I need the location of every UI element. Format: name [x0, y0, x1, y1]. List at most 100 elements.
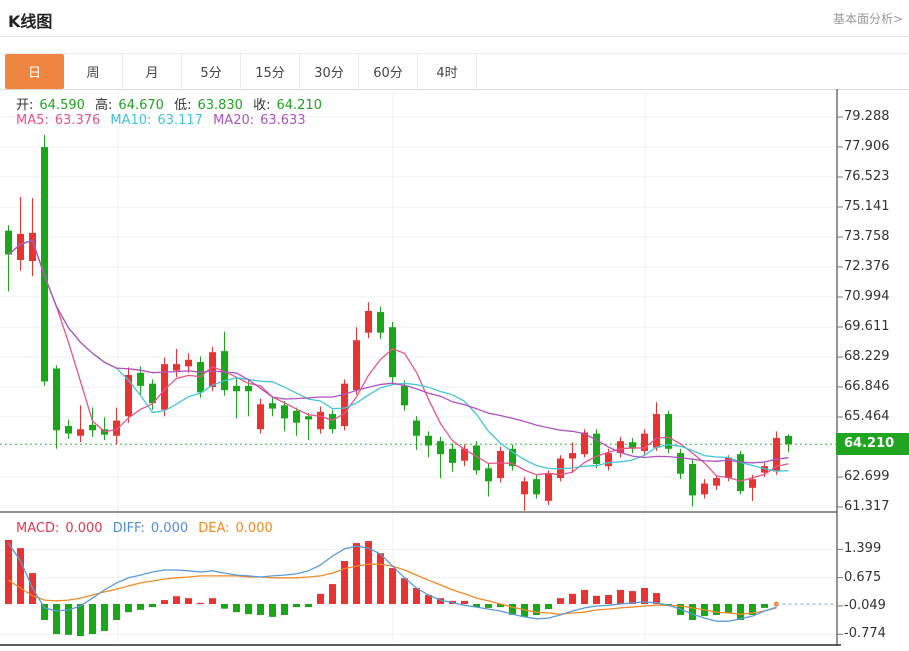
tab-month[interactable]: 月	[123, 54, 182, 89]
candle	[317, 411, 324, 430]
macd-bar	[305, 604, 312, 608]
macd-bar	[65, 604, 72, 635]
macd-bar	[605, 595, 612, 604]
macd-tick-label: 0.675	[844, 569, 882, 585]
candle	[65, 425, 72, 434]
macd-bar	[365, 541, 372, 604]
tab-30min[interactable]: 30分	[300, 54, 359, 89]
macd-bar	[377, 553, 384, 604]
macd-bar	[269, 604, 276, 617]
macd-bar	[173, 596, 180, 604]
macd-bar	[437, 598, 444, 604]
tab-4hour[interactable]: 4时	[418, 54, 477, 89]
dea-label: DEA:	[198, 521, 230, 536]
macd-bar	[353, 543, 360, 604]
macd-bar	[245, 604, 252, 615]
macd-bar	[329, 584, 336, 604]
candle	[257, 404, 264, 430]
candle	[509, 448, 516, 467]
macd-bar	[713, 604, 720, 615]
macd-bar	[161, 600, 168, 604]
macd-bar	[725, 604, 732, 613]
macd-bar	[497, 604, 504, 608]
candle	[617, 441, 624, 454]
low-value: 63.830	[197, 98, 243, 113]
macd-bar	[593, 595, 600, 604]
tab-15min[interactable]: 15分	[241, 54, 300, 89]
candle	[497, 450, 504, 479]
ma20-line	[8, 239, 789, 464]
macd-bar	[89, 604, 96, 635]
macd-bar	[461, 600, 468, 604]
price-tick-label: 68.229	[844, 348, 890, 364]
ma20-label: MA20:	[213, 113, 255, 128]
macd-bar	[641, 587, 648, 604]
macd-bar	[149, 604, 156, 608]
tab-5min[interactable]: 5分	[182, 54, 241, 89]
open-value: 64.590	[39, 98, 85, 113]
candle	[761, 466, 768, 473]
macd-bar	[185, 598, 192, 604]
macd-bar	[77, 604, 84, 637]
fundamental-analysis-link[interactable]: 基本面分析>	[832, 12, 903, 26]
macd-bar	[125, 604, 132, 613]
candle	[629, 442, 636, 449]
candle	[461, 448, 468, 461]
candle	[485, 468, 492, 482]
macd-bar	[233, 604, 240, 613]
candle	[521, 481, 528, 495]
candle	[473, 445, 480, 471]
candle	[161, 364, 168, 410]
ma-legend: MA5: 63.376 MA10: 63.117 MA20: 63.633	[16, 113, 312, 128]
macd-bar	[425, 595, 432, 604]
candle	[701, 483, 708, 495]
diff-label: DIFF:	[112, 521, 145, 536]
candle	[77, 429, 84, 436]
candle	[137, 372, 144, 386]
macd-label: MACD:	[16, 521, 60, 536]
macd-bar	[689, 604, 696, 621]
candle	[713, 478, 720, 486]
candle	[401, 385, 408, 406]
price-tick-label: 65.464	[844, 408, 890, 424]
candle	[173, 364, 180, 371]
candle	[641, 433, 648, 451]
price-tick-label: 79.288	[844, 109, 890, 124]
candle	[773, 437, 780, 472]
candle	[353, 340, 360, 391]
macd-bar	[569, 593, 576, 604]
period-tabbar: 日 周 月 5分 15分 30分 60分 4时	[0, 53, 909, 90]
tab-week[interactable]: 周	[64, 54, 123, 89]
macd-bar	[413, 587, 420, 604]
macd-bar	[341, 561, 348, 604]
macd-bar	[209, 598, 216, 604]
macd-tick-label: -0.774	[844, 626, 886, 642]
candle	[329, 414, 336, 430]
macd-value: 0.000	[65, 521, 103, 536]
candle	[305, 416, 312, 420]
macd-bar	[113, 604, 120, 621]
candle	[281, 405, 288, 419]
tab-60min[interactable]: 60分	[359, 54, 418, 89]
macd-bar	[221, 604, 228, 609]
macd-bar	[629, 591, 636, 604]
tab-day[interactable]: 日	[5, 54, 64, 89]
candle	[749, 479, 756, 488]
macd-bar	[41, 604, 48, 621]
price-tick-label: 66.846	[844, 379, 890, 394]
candle	[533, 479, 540, 495]
candle	[41, 147, 48, 382]
low-label: 低:	[174, 98, 192, 113]
ma10-label: MA10:	[110, 113, 152, 128]
candle	[593, 433, 600, 464]
price-tick-label: 76.523	[844, 169, 890, 184]
candle	[377, 312, 384, 333]
candle	[437, 441, 444, 455]
candle	[605, 453, 612, 467]
macd-bar	[17, 548, 24, 604]
macd-bar	[257, 604, 264, 615]
candle	[221, 351, 228, 391]
macd-bar	[761, 604, 768, 608]
candle	[29, 232, 36, 262]
